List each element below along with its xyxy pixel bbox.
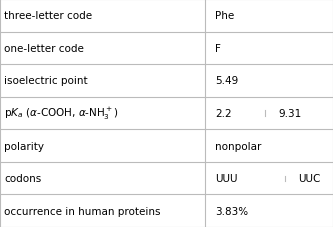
Text: 2.2: 2.2 [215,109,231,118]
Text: polarity: polarity [4,141,44,151]
Text: p$K_a$ ($\alpha$-COOH, $\alpha$-NH$_3^+$): p$K_a$ ($\alpha$-COOH, $\alpha$-NH$_3^+$… [4,106,118,121]
Text: three-letter code: three-letter code [4,11,92,21]
Text: isoelectric point: isoelectric point [4,76,88,86]
Text: 3.83%: 3.83% [215,206,248,216]
Text: one-letter code: one-letter code [4,44,84,54]
Text: UUC: UUC [298,173,320,183]
Text: codons: codons [4,173,41,183]
Text: 5.49: 5.49 [215,76,238,86]
Text: 9.31: 9.31 [278,109,301,118]
Text: UUU: UUU [215,173,237,183]
Text: Phe: Phe [215,11,234,21]
Text: occurrence in human proteins: occurrence in human proteins [4,206,161,216]
Text: nonpolar: nonpolar [215,141,261,151]
Text: F: F [215,44,221,54]
